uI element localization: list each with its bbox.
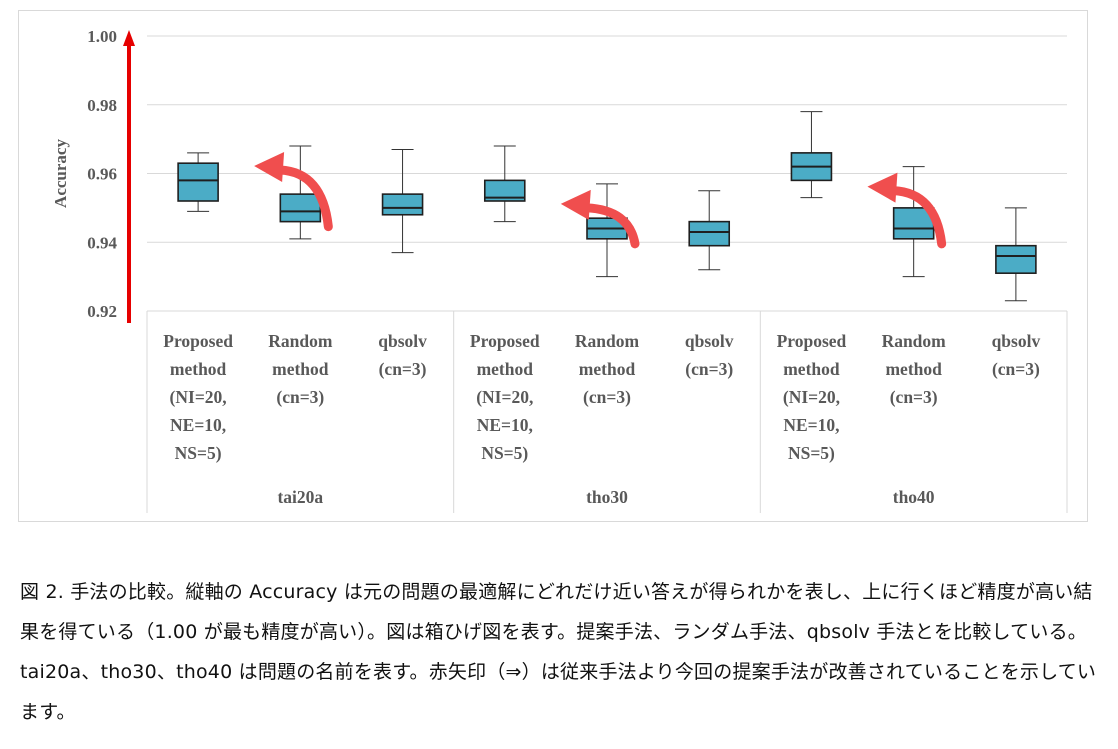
y-tick-label: 0.92 bbox=[87, 302, 117, 321]
improvement-arrow-head bbox=[560, 189, 591, 220]
improvement-arrow-head bbox=[867, 172, 898, 203]
x-category-label-line: NS=5) bbox=[175, 443, 222, 463]
group-label: tai20a bbox=[277, 487, 323, 507]
x-category-label-line: method bbox=[170, 359, 227, 379]
x-category-label-line: method bbox=[579, 359, 636, 379]
x-category-label: qbsolv (cn=3) bbox=[378, 331, 427, 379]
box-iqr bbox=[995, 244, 1037, 274]
x-category-label-line: qbsolv bbox=[378, 331, 427, 351]
x-category-label: Random method (cn=3) bbox=[882, 331, 947, 407]
x-category-label-line: Random bbox=[575, 331, 640, 351]
x-category-label-line: Random bbox=[882, 331, 947, 351]
x-category-label-line: method bbox=[272, 359, 329, 379]
x-category-label-line: NE=10, bbox=[783, 415, 839, 435]
box-iqr bbox=[381, 193, 424, 216]
improvement-arrow-shaft bbox=[582, 203, 640, 249]
x-category-label-line: (cn=3) bbox=[379, 359, 427, 379]
improvement-arrow-shaft bbox=[275, 165, 333, 232]
box-iqr bbox=[279, 193, 322, 223]
group-label: tho30 bbox=[586, 487, 628, 507]
y-tick-label: 0.96 bbox=[87, 165, 117, 184]
x-category-label-line: qbsolv bbox=[685, 331, 734, 351]
figure-caption: 図 2. 手法の比較。縦軸の Accuracy は元の問題の最適解にどれだけ近い… bbox=[20, 581, 1097, 723]
x-category-label: Proposed method (NI=20, NE=10, NS=5) bbox=[470, 331, 540, 463]
x-category-label-line: method bbox=[783, 359, 840, 379]
x-category-label-line: (cn=3) bbox=[685, 359, 733, 379]
box-iqr bbox=[177, 162, 219, 202]
x-category-label-line: NE=10, bbox=[477, 415, 533, 435]
x-category-label-line: Proposed bbox=[163, 331, 233, 351]
x-category-label: qbsolv (cn=3) bbox=[685, 331, 734, 379]
x-category-label-line: (cn=3) bbox=[992, 359, 1040, 379]
x-category-label: Proposed method (NI=20, NE=10, NS=5) bbox=[163, 331, 233, 463]
x-category-label-line: (NI=20, bbox=[476, 387, 533, 407]
x-category-label: Random method (cn=3) bbox=[268, 331, 333, 407]
y-tick-label: 1.00 bbox=[87, 27, 117, 46]
y-tick-label: 0.94 bbox=[87, 233, 117, 252]
x-category-label-line: (cn=3) bbox=[583, 387, 631, 407]
x-category-label-line: NE=10, bbox=[170, 415, 226, 435]
box-iqr bbox=[892, 207, 935, 240]
box-iqr bbox=[483, 179, 526, 202]
group-label: tho40 bbox=[893, 487, 935, 507]
x-category-label-line: NS=5) bbox=[481, 443, 528, 463]
x-category-label-line: Proposed bbox=[777, 331, 847, 351]
x-category-label: qbsolv (cn=3) bbox=[992, 331, 1041, 379]
chart-container: 0.92 0.94 0.96 0.98 1.00 Accuracy Proposed meth… bbox=[18, 10, 1088, 522]
x-category-label-line: (NI=20, bbox=[170, 387, 227, 407]
box-plot-chart: 0.92 0.94 0.96 0.98 1.00 Accuracy Proposed meth… bbox=[51, 27, 1068, 513]
x-category-label-line: method bbox=[885, 359, 942, 379]
y-tick-label: 0.98 bbox=[87, 96, 117, 115]
x-category-label-line: method bbox=[477, 359, 534, 379]
improvement-arrow-shaft bbox=[888, 186, 947, 249]
box-iqr bbox=[688, 220, 731, 247]
x-category-label-line: Random bbox=[268, 331, 333, 351]
x-category-label-line: (NI=20, bbox=[783, 387, 840, 407]
x-category-label-line: (cn=3) bbox=[276, 387, 324, 407]
x-category-label: Proposed method (NI=20, NE=10, NS=5) bbox=[777, 331, 847, 463]
y-axis-red-arrow-head bbox=[123, 30, 135, 46]
x-category-label-line: qbsolv bbox=[992, 331, 1041, 351]
x-category-label-line: (cn=3) bbox=[890, 387, 938, 407]
x-category-label: Random method (cn=3) bbox=[575, 331, 640, 407]
x-category-label-line: NS=5) bbox=[788, 443, 835, 463]
y-axis-label: Accuracy bbox=[51, 139, 70, 208]
improvement-arrow-head bbox=[254, 152, 285, 182]
x-category-label-line: Proposed bbox=[470, 331, 540, 351]
